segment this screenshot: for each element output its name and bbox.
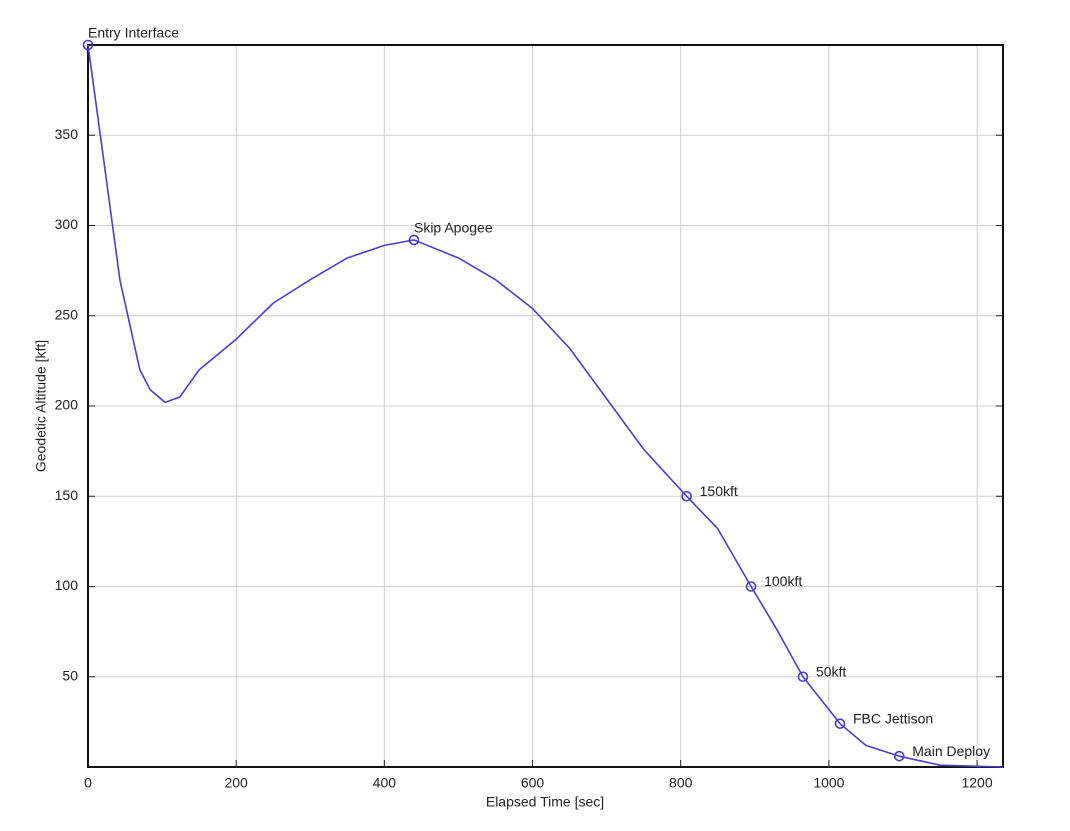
- event-marker: [408, 234, 420, 246]
- event-marker: [745, 581, 757, 592]
- y-tick-label: 250: [55, 306, 79, 322]
- event-label: Skip Apogee: [414, 220, 493, 236]
- event-marker: [681, 490, 692, 502]
- event-label: 50kft: [816, 663, 846, 679]
- event-label: Main Deploy: [912, 743, 990, 759]
- x-tick-label: 600: [521, 775, 545, 791]
- y-tick-label: 300: [55, 216, 79, 232]
- x-tick-label: 1200: [961, 775, 992, 791]
- x-axis-label: Elapsed Time [sec]: [486, 794, 604, 810]
- x-tick-label: 0: [84, 775, 92, 791]
- y-tick-label: 150: [55, 487, 79, 503]
- x-tick-label: 1000: [813, 775, 844, 791]
- line: [87, 44, 1004, 768]
- x-tick-label: 400: [373, 775, 397, 791]
- event-marker: [834, 718, 846, 729]
- y-axis-label: Geodetic Altitude [kft]: [33, 340, 49, 472]
- event-label: Entry Interface: [88, 25, 179, 41]
- event-label: FBC Jettison: [853, 710, 933, 726]
- plot-frame: [87, 44, 1004, 768]
- y-tick-label: 100: [55, 577, 79, 593]
- y-tick-label: 350: [55, 126, 79, 142]
- event-label: 100kft: [764, 573, 802, 589]
- x-tick-label: 800: [669, 775, 693, 791]
- event-marker: [893, 750, 905, 762]
- event-marker: [797, 671, 809, 683]
- event-marker: [82, 39, 94, 51]
- event-label: 150kft: [700, 483, 738, 499]
- y-tick-label: 50: [62, 667, 78, 683]
- x-tick-label: 200: [224, 775, 248, 791]
- y-tick-label: 200: [55, 397, 79, 413]
